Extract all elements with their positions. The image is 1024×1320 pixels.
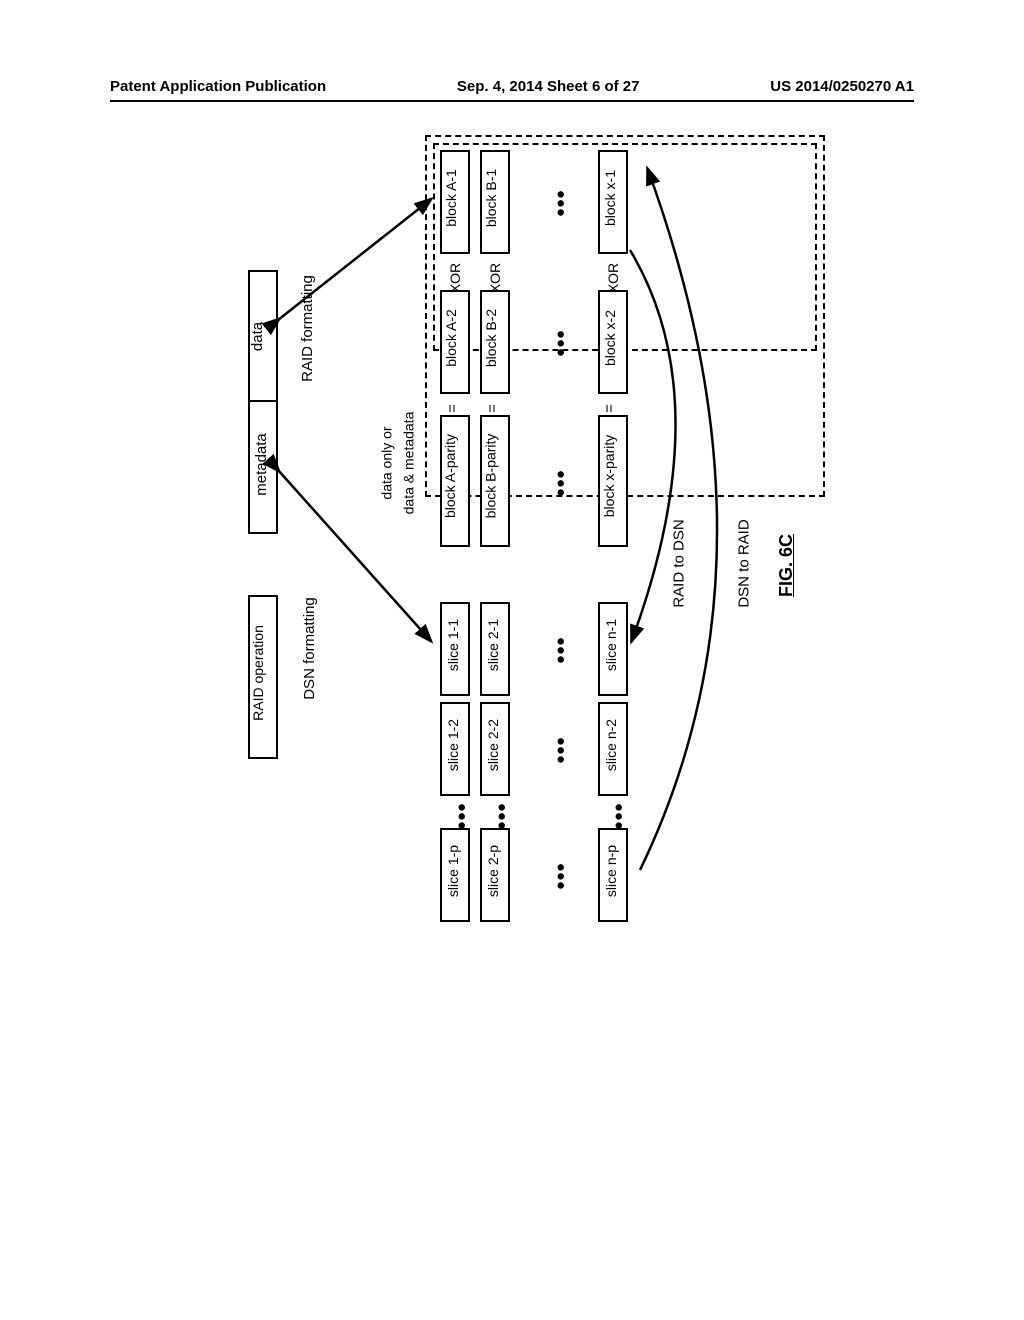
page: Patent Application Publication Sep. 4, 2…: [0, 0, 1024, 1320]
arrows-svg: [0, 0, 1024, 1320]
